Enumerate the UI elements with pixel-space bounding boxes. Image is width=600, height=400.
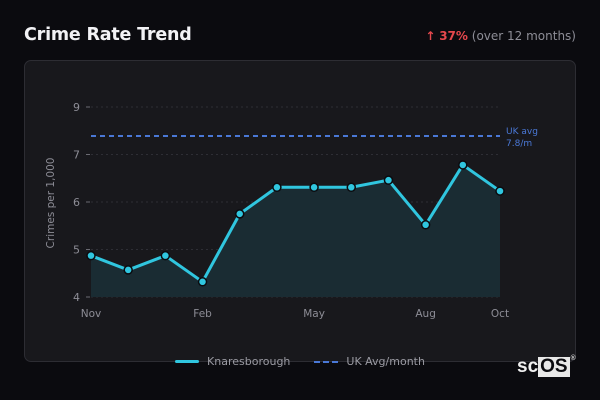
data-points (86, 160, 505, 287)
data-point-dec[interactable] (123, 265, 133, 275)
data-point-mar[interactable] (234, 209, 245, 219)
data-point-feb[interactable] (197, 277, 208, 287)
legend-item-uk-avg[interactable]: UK Avg/month (314, 355, 425, 368)
logo-text-boxed: OS (538, 356, 570, 377)
data-point-sep[interactable] (458, 160, 468, 170)
y-tick-label: 7 (73, 149, 80, 162)
data-point-aug[interactable] (420, 220, 431, 230)
x-axis-ticks: Nov Feb May Aug Oct (81, 308, 509, 320)
y-tick-label: 9 (73, 101, 80, 114)
trend-delta-value: 37% (439, 29, 468, 43)
x-tick-label: Aug (415, 308, 436, 320)
y-tick-label: 5 (73, 244, 80, 257)
chart-title: Crime Rate Trend (24, 25, 192, 45)
y-axis-label: Crimes per 1,000 (45, 158, 57, 249)
data-point-nov[interactable] (86, 250, 96, 261)
data-point-jun[interactable] (346, 182, 357, 193)
data-point-may[interactable] (309, 182, 319, 193)
series-line-knaresborough (89, 163, 502, 284)
data-point-oct[interactable] (495, 186, 505, 196)
uk-average-annotation-value: 7.8/m (506, 139, 532, 149)
trend-delta: ↑ 37% (over 12 months) (425, 29, 576, 43)
data-point-apr[interactable] (272, 182, 282, 193)
series-area-fill (91, 164, 500, 297)
x-tick-label: Nov (81, 308, 102, 320)
y-axis-ticks: 4 5 6 7 9 (73, 101, 90, 304)
trend-delta-note: (over 12 months) (471, 29, 576, 43)
trend-up-arrow-icon: ↑ (425, 29, 436, 43)
legend-item-knaresborough[interactable]: Knaresborough (175, 355, 290, 368)
data-point-jan[interactable] (160, 250, 171, 261)
y-tick-label: 4 (73, 291, 80, 304)
uk-average-annotation: UK avg (506, 127, 538, 137)
legend-label: UK Avg/month (346, 355, 425, 368)
y-tick-label: 6 (73, 196, 80, 209)
x-tick-label: Feb (193, 308, 212, 320)
x-tick-label: May (303, 308, 325, 320)
chart-legend: Knaresborough UK Avg/month (0, 355, 600, 368)
scos-logo: sc OS ® (517, 355, 576, 377)
registered-mark: ® (570, 355, 576, 362)
x-tick-label: Oct (491, 308, 509, 320)
legend-dashed-line-icon (314, 360, 339, 363)
legend-solid-line-icon (175, 360, 200, 363)
logo-text: sc (517, 356, 539, 377)
legend-label: Knaresborough (207, 355, 291, 368)
data-point-jul[interactable] (383, 175, 394, 185)
